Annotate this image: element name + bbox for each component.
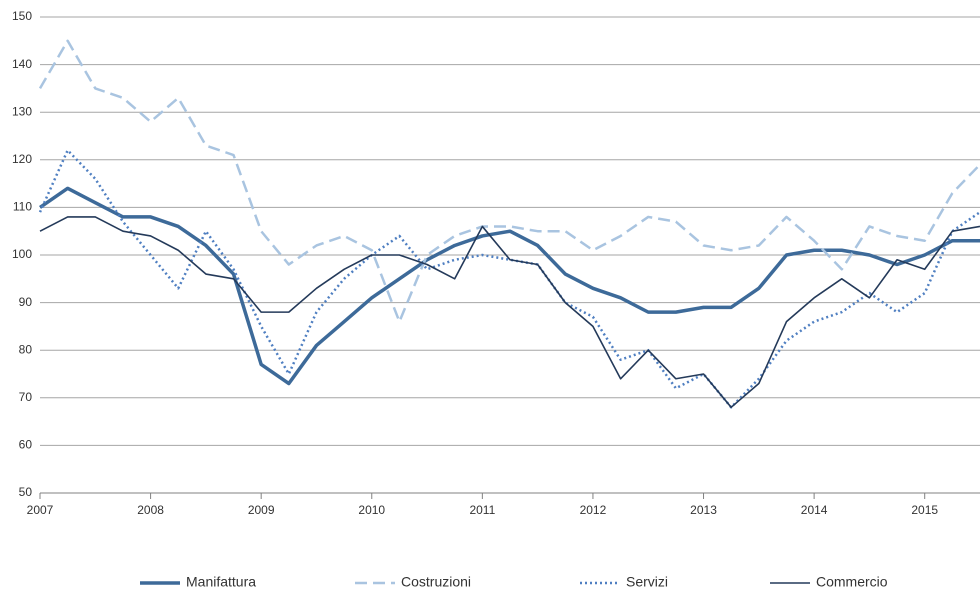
x-tick-label: 2008 xyxy=(137,503,164,517)
x-tick-label: 2013 xyxy=(690,503,717,517)
x-tick-label: 2012 xyxy=(580,503,607,517)
series-line xyxy=(38,39,980,323)
y-tick-label: 110 xyxy=(13,200,32,214)
y-tick-label: 140 xyxy=(12,57,32,71)
y-tick-label: 150 xyxy=(12,9,32,23)
y-tick-label: 130 xyxy=(12,104,32,118)
x-tick-label: 2007 xyxy=(27,503,54,517)
x-tick-label: 2011 xyxy=(469,503,495,517)
x-tick-label: 2010 xyxy=(358,503,385,517)
y-tick-label: 50 xyxy=(19,485,33,499)
y-tick-label: 90 xyxy=(19,295,33,309)
y-tick-label: 60 xyxy=(19,438,33,452)
y-tick-label: 80 xyxy=(19,342,33,356)
legend-label: Commercio xyxy=(816,574,888,590)
series-line xyxy=(38,149,980,409)
x-tick-label: 2014 xyxy=(801,503,828,517)
series-line xyxy=(39,186,980,386)
legend-label: Manifattura xyxy=(186,574,256,590)
legend-label: Costruzioni xyxy=(401,574,471,590)
legend-label: Servizi xyxy=(626,574,668,590)
y-tick-label: 100 xyxy=(12,247,32,261)
x-tick-label: 2009 xyxy=(248,503,275,517)
y-tick-label: 120 xyxy=(12,152,32,166)
x-tick-label: 2015 xyxy=(911,503,938,517)
y-tick-label: 70 xyxy=(19,390,33,404)
series-line xyxy=(39,216,980,409)
